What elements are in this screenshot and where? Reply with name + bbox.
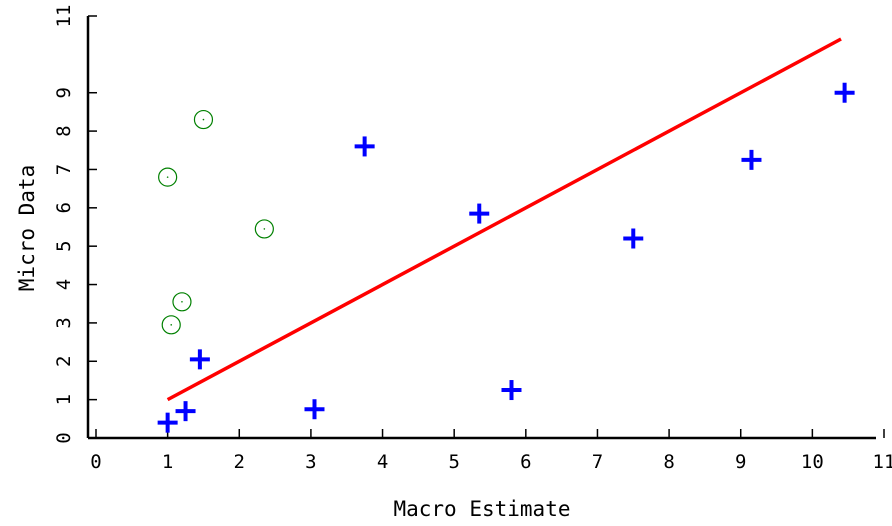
circle-point (172, 292, 192, 312)
y-tick-label: 7 (53, 164, 75, 175)
x-tick-label: 9 (735, 451, 746, 473)
y-tick-label: 3 (53, 317, 75, 328)
x-tick-label: 2 (234, 451, 245, 473)
plus-point (834, 82, 855, 103)
x-tick-label: 0 (90, 451, 101, 473)
plus-point (469, 203, 490, 224)
y-axis-label: Micro Data (15, 165, 39, 291)
plus-point (501, 380, 522, 401)
circle-point (254, 219, 274, 239)
plus-point (354, 136, 375, 157)
x-tick-label: 11 (873, 451, 892, 473)
y-tick-label: 0 (53, 432, 75, 443)
plus-point (157, 412, 178, 433)
circle-point (158, 167, 178, 187)
x-tick-label: 7 (592, 451, 603, 473)
plus-point (175, 401, 196, 422)
y-tick-label: 5 (53, 240, 75, 251)
x-axis-ticks: 0 1 2 3 4 5 6 7 8 9 10 11 (90, 429, 892, 473)
y-tick-label: 4 (53, 279, 75, 290)
x-axis-label: Macro Estimate (393, 497, 570, 521)
circle-point (161, 315, 181, 335)
y-tick-label: 11 (53, 5, 75, 28)
plus-point (623, 228, 644, 249)
axes (86, 16, 876, 440)
y-tick-label: 2 (53, 356, 75, 367)
y-tick-label: 1 (53, 394, 75, 405)
plus-point (741, 149, 762, 170)
x-tick-label: 1 (162, 451, 173, 473)
x-tick-label: 6 (520, 451, 531, 473)
y-tick-label: 8 (53, 125, 75, 136)
plus-point (304, 399, 325, 420)
x-tick-label: 4 (377, 451, 388, 473)
x-tick-label: 3 (305, 451, 316, 473)
data-marks (157, 37, 855, 433)
y-axis-ticks: 0 1 2 3 4 5 6 7 8 9 11 (53, 5, 97, 444)
y-tick-label: 6 (53, 202, 75, 213)
fit-line (166, 37, 842, 402)
plus-point (189, 349, 210, 370)
y-tick-label: 9 (53, 87, 75, 98)
circle-point (193, 109, 214, 130)
x-tick-label: 5 (448, 451, 459, 473)
x-tick-label: 10 (801, 451, 824, 473)
x-tick-label: 8 (663, 451, 674, 473)
